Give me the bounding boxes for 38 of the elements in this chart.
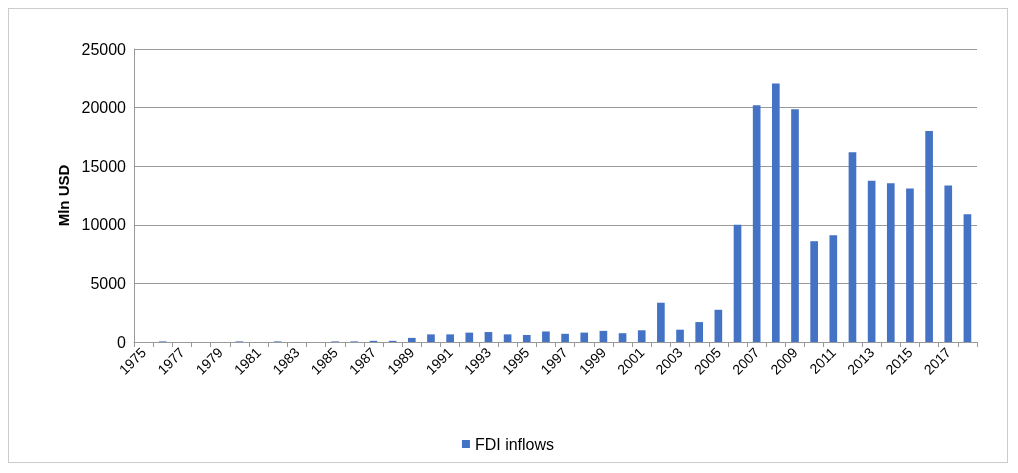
- bar: [925, 131, 933, 342]
- y-tick-label: 25000: [81, 40, 127, 58]
- bar: [618, 333, 627, 342]
- bar: [886, 183, 895, 342]
- bar: [772, 83, 780, 342]
- bar: [542, 331, 550, 342]
- bar: [829, 235, 838, 342]
- y-tick-label: 0: [117, 333, 127, 351]
- bar: [561, 333, 569, 342]
- bar: [427, 334, 435, 342]
- bar: [407, 337, 416, 342]
- bar: [522, 334, 531, 342]
- bar: [848, 152, 857, 342]
- bar: [867, 180, 876, 342]
- bar: [714, 309, 723, 342]
- bar: [810, 241, 818, 342]
- bar: [676, 329, 684, 342]
- bar: [465, 332, 474, 342]
- y-axis-title: Mln USD: [54, 164, 72, 227]
- bar: [637, 330, 646, 342]
- bar: [580, 332, 589, 342]
- legend-label: FDI inflows: [474, 435, 555, 453]
- bar: [733, 224, 742, 342]
- bar: [791, 109, 799, 342]
- bar: [446, 334, 454, 342]
- y-tick-label: 15000: [81, 157, 127, 175]
- bar: [657, 302, 665, 342]
- bar: [695, 322, 704, 342]
- y-tick-label: 10000: [81, 216, 127, 234]
- bar: [963, 214, 972, 342]
- bar: [752, 105, 761, 342]
- y-tick-label: 20000: [81, 99, 127, 117]
- bar: [503, 334, 512, 342]
- bar: [599, 330, 608, 342]
- bar: [944, 185, 953, 342]
- bar: [906, 188, 914, 342]
- bar: [484, 332, 493, 342]
- y-tick-label: 5000: [90, 274, 127, 292]
